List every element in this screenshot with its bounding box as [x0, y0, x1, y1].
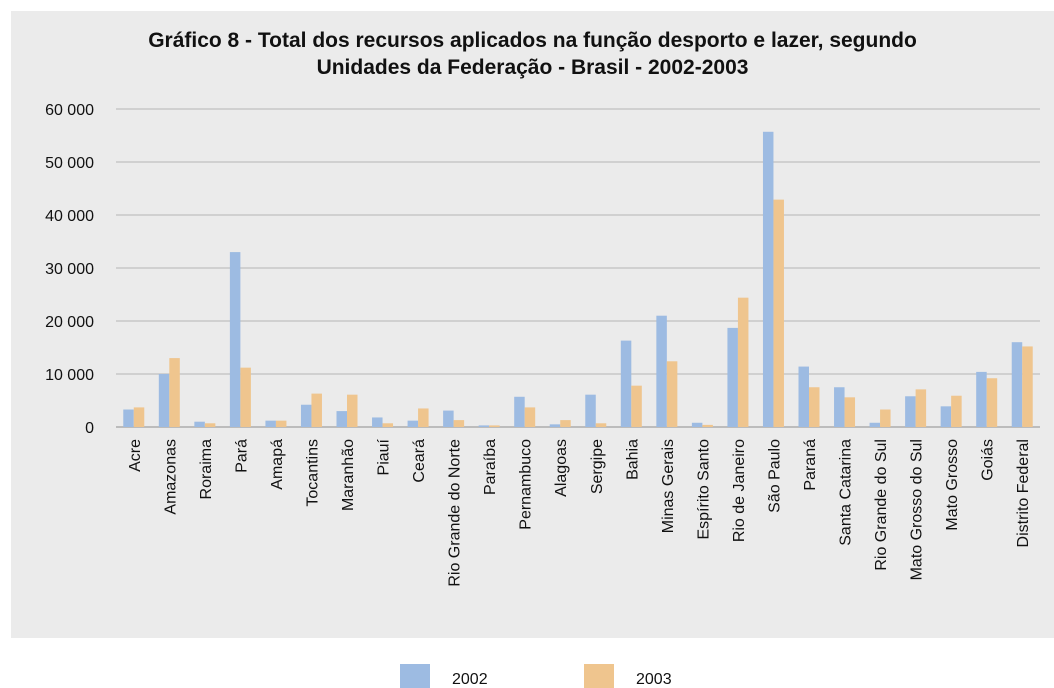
y-tick-label: 30 000: [45, 261, 94, 278]
bar-2003-11: [524, 407, 536, 427]
chart-title-line-1: Gráfico 8 - Total dos recursos aplicados…: [148, 29, 917, 52]
bar-2002-3: [229, 252, 241, 427]
bar-2002-20: [834, 387, 845, 427]
x-tick-label: Rio de Janeiro: [731, 439, 748, 542]
bar-2002-15: [656, 315, 667, 427]
bar-2002-6: [336, 411, 347, 427]
bar-2002-13: [585, 394, 596, 427]
bar-2003-4: [275, 420, 287, 427]
x-tick-label: Acre: [127, 439, 144, 472]
bar-2003-0: [133, 407, 145, 427]
bar-2003-15: [666, 361, 678, 427]
x-tick-label: Paraná: [802, 439, 819, 491]
x-tick-label: Minas Gerais: [660, 439, 677, 533]
x-tick-label: Pernambuco: [518, 439, 535, 530]
bar-2003-2: [204, 423, 216, 427]
y-tick-label: 50 000: [45, 155, 94, 172]
bar-2003-18: [773, 199, 784, 427]
bar-2003-13: [595, 423, 607, 427]
bar-2002-14: [620, 340, 632, 427]
x-tick-label: Goiás: [980, 439, 997, 481]
x-tick-label: Tocantins: [304, 439, 321, 507]
bar-2003-20: [844, 397, 856, 427]
y-axis-ticks: 0 10 000 20 000 30 000 40 000 50 000 60 000: [45, 102, 94, 437]
y-tick-label: 10 000: [45, 367, 94, 384]
bars-layer: [123, 131, 1033, 428]
bar-2003-5: [311, 393, 322, 427]
bar-2002-12: [549, 424, 561, 427]
x-tick-label: Distrito Federal: [1015, 439, 1032, 547]
x-tick-label: São Paulo: [766, 439, 783, 513]
bar-2003-23: [951, 395, 962, 427]
bar-2002-25: [1011, 342, 1023, 427]
bar-2003-1: [169, 358, 180, 427]
bar-2002-7: [372, 417, 383, 427]
legend-swatch-2003: [584, 664, 614, 688]
x-tick-label: Alagoas: [553, 439, 570, 497]
x-tick-label: Santa Catarina: [838, 439, 855, 546]
grid-layer: [116, 108, 1040, 428]
legend-label-2002: 2002: [452, 671, 488, 688]
bar-2002-18: [762, 131, 774, 428]
bar-2003-8: [418, 408, 429, 427]
bar-2003-12: [560, 420, 571, 427]
bar-2002-21: [869, 422, 881, 427]
bar-2003-14: [631, 385, 642, 427]
bar-2003-19: [809, 387, 820, 427]
x-tick-label: Amazonas: [162, 439, 179, 515]
x-tick-label: Rio Grande do Sul: [873, 439, 890, 571]
bar-2003-22: [915, 389, 927, 427]
bar-2003-24: [986, 378, 998, 427]
x-tick-label: Ceará: [411, 439, 428, 483]
y-tick-label: 20 000: [45, 314, 94, 331]
chart-title-line-2: Unidades da Federação - Brasil - 2002-20…: [316, 56, 749, 79]
x-tick-label: Roraima: [198, 439, 215, 500]
bar-2002-24: [976, 371, 987, 427]
bar-2002-19: [798, 366, 809, 427]
bar-2002-22: [905, 396, 916, 427]
bar-2002-0: [123, 409, 134, 427]
chart-title: Gráfico 8 - Total dos recursos aplicados…: [11, 27, 1054, 81]
x-tick-label: Mato Grosso do Sul: [909, 439, 926, 580]
x-tick-label: Rio Grande do Norte: [447, 439, 464, 587]
bar-2003-17: [737, 297, 749, 427]
x-tick-label: Maranhão: [340, 439, 357, 511]
bar-2003-16: [702, 424, 713, 427]
legend-label-2003: 2003: [636, 671, 672, 688]
bar-2003-25: [1022, 346, 1033, 427]
bar-2002-1: [158, 374, 170, 427]
bar-2002-4: [265, 420, 276, 427]
chart-panel: [11, 11, 1054, 638]
bar-2003-9: [453, 420, 465, 427]
x-tick-label: Paraíba: [482, 439, 499, 495]
bar-2002-2: [194, 421, 205, 427]
bar-2002-5: [300, 404, 312, 427]
bar-2002-10: [478, 425, 490, 427]
bar-2003-7: [382, 423, 394, 427]
y-tick-label: 60 000: [45, 102, 94, 119]
legend: 2002 2003: [400, 664, 672, 688]
bar-2003-10: [489, 425, 500, 427]
bar-2002-16: [691, 422, 703, 427]
x-tick-label: Bahia: [624, 439, 641, 480]
x-tick-label: Mato Grosso: [944, 439, 961, 531]
bar-2003-21: [880, 409, 891, 427]
bar-2002-11: [514, 396, 525, 427]
bar-2003-3: [240, 367, 251, 427]
x-tick-label: Pará: [233, 439, 250, 473]
y-tick-label: 40 000: [45, 208, 94, 225]
x-tick-label: Piauí: [376, 438, 393, 475]
x-tick-label: Espírito Santo: [695, 439, 712, 540]
bar-2002-17: [727, 327, 738, 427]
bar-2003-6: [347, 394, 358, 427]
x-axis-labels: Acre Amazonas Roraima Pará Amapá Tocantins Mar…: [127, 438, 1032, 586]
y-tick-label: 0: [85, 420, 94, 437]
legend-swatch-2002: [400, 664, 430, 688]
bar-2002-23: [940, 406, 952, 427]
x-tick-label: Sergipe: [589, 439, 606, 494]
bar-2002-9: [443, 410, 454, 427]
bar-2002-8: [407, 420, 419, 427]
x-tick-label: Amapá: [269, 439, 286, 490]
